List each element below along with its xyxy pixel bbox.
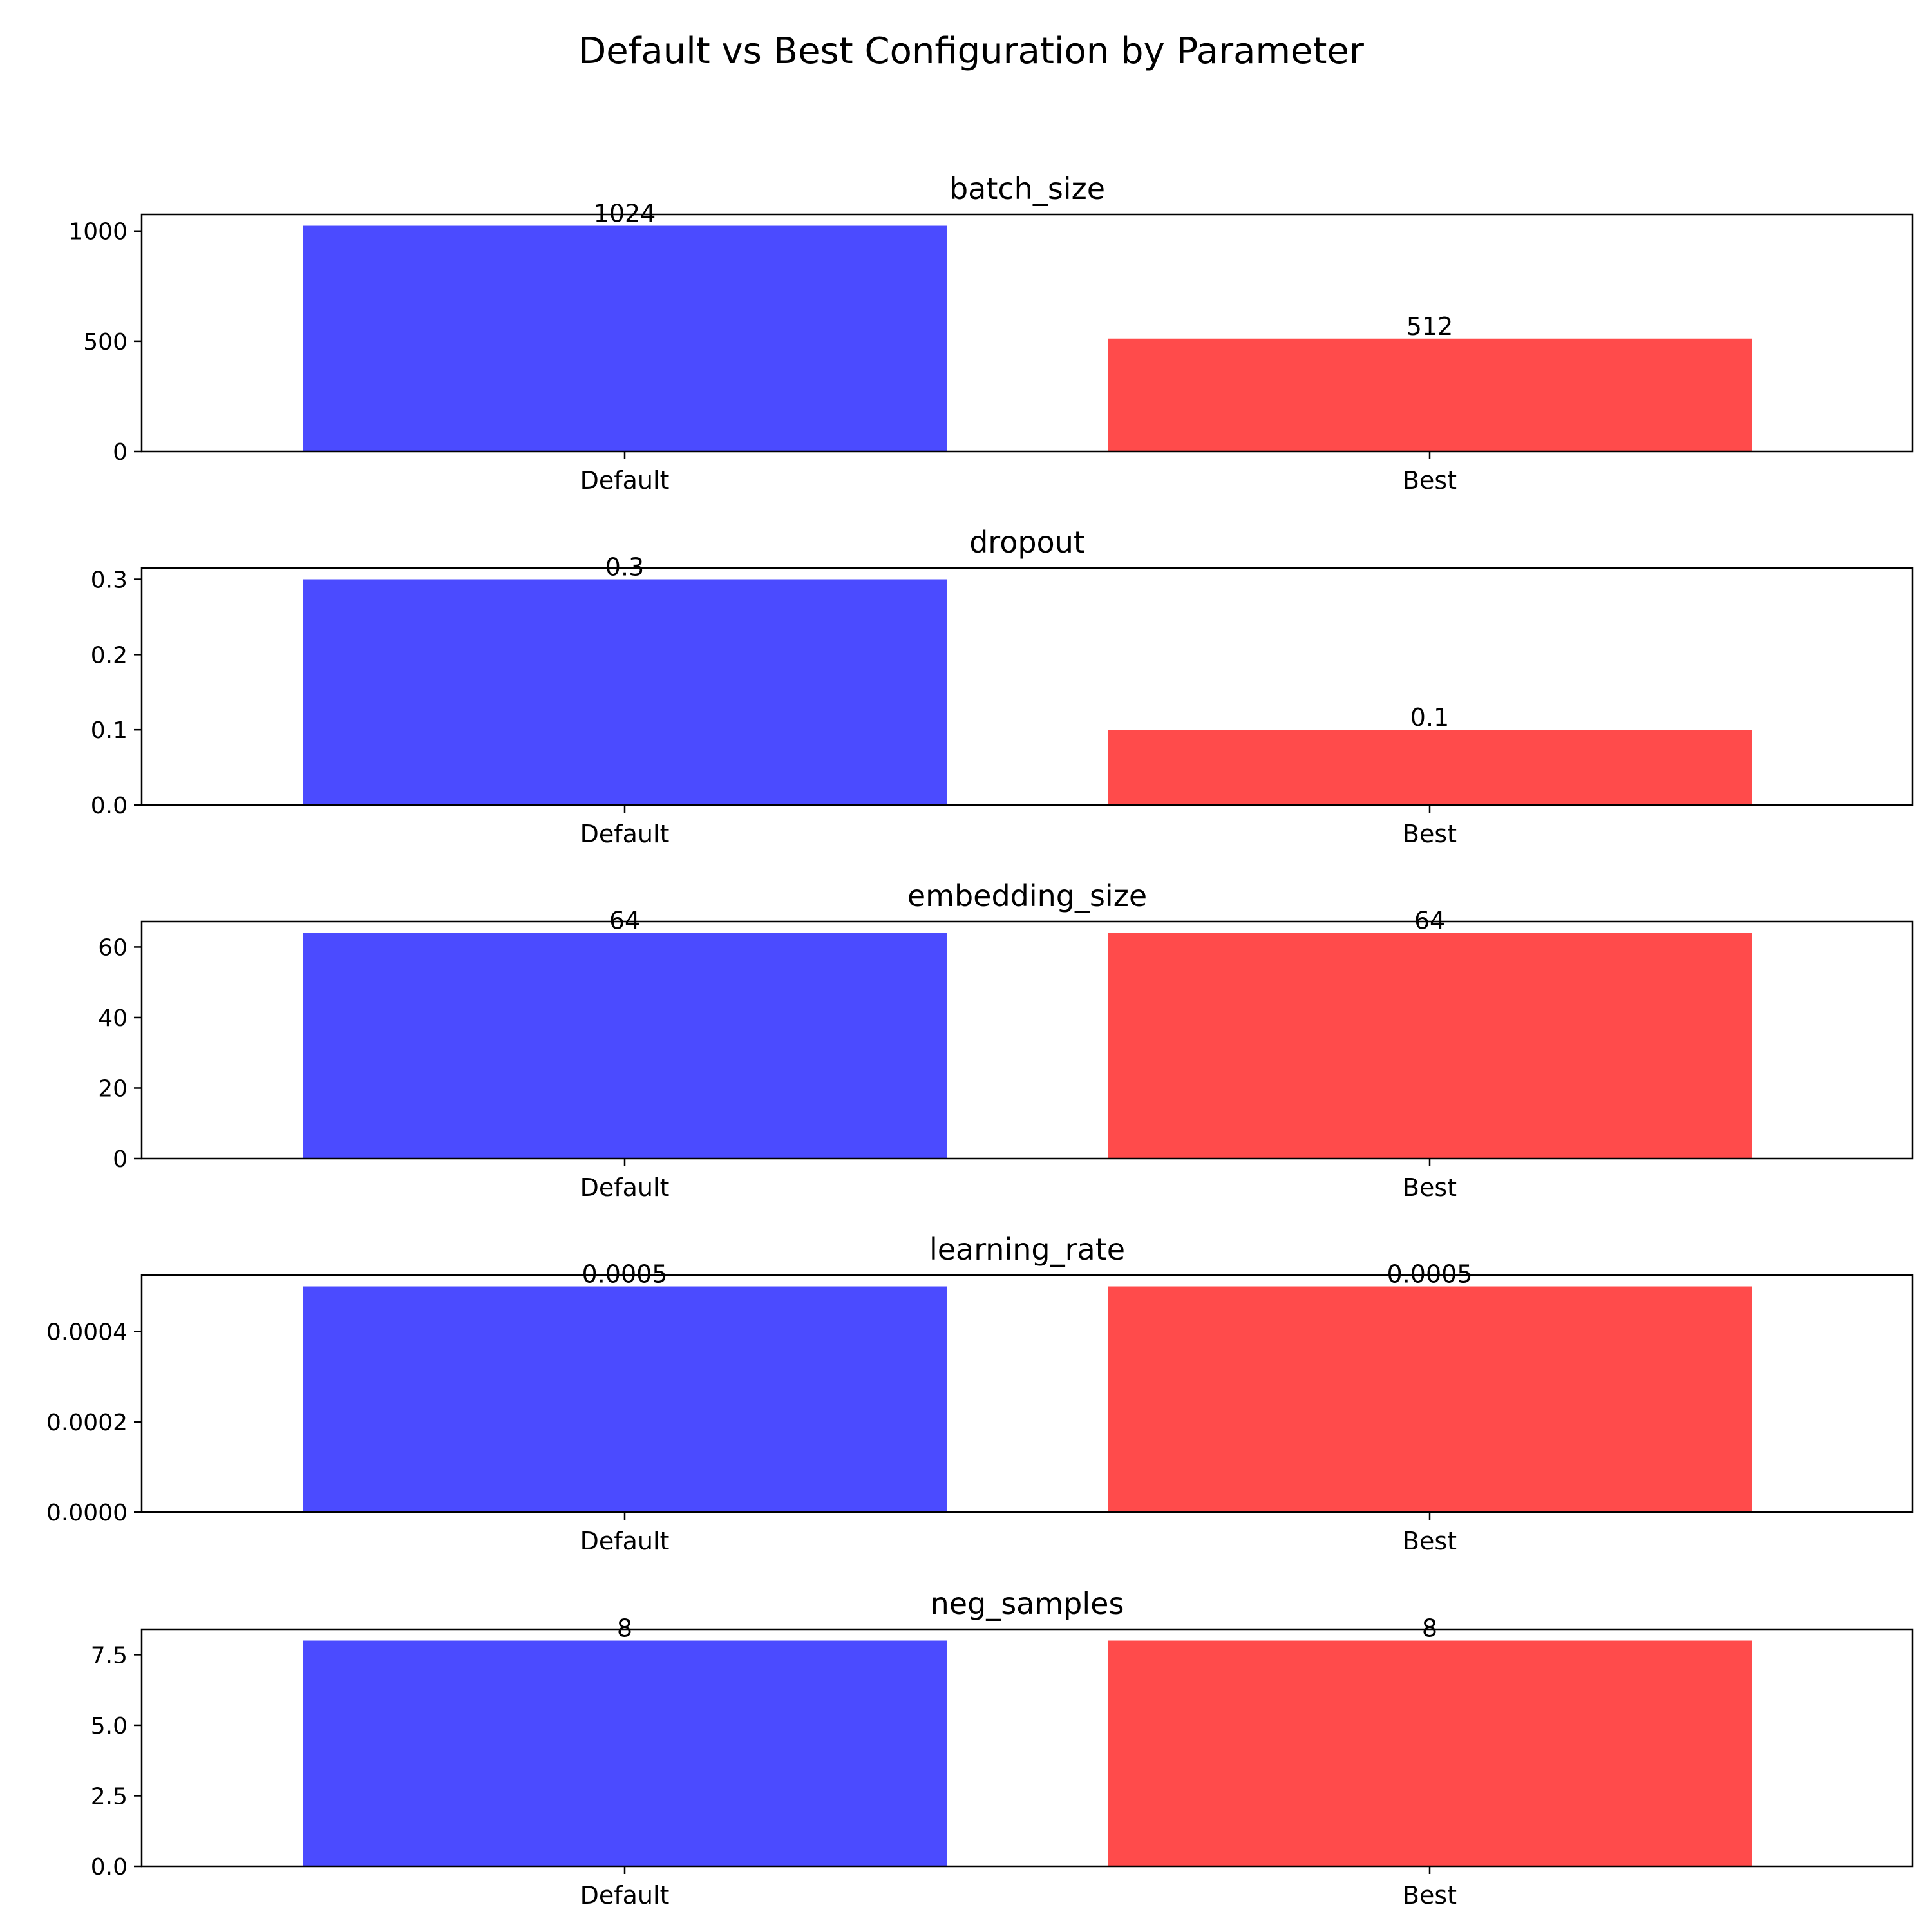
- axes-frame: [140, 567, 1914, 806]
- axes-frame: [140, 920, 1914, 1160]
- y-tick-label: 500: [83, 329, 128, 355]
- bar-value-label: 64: [1414, 907, 1445, 935]
- bar-value-label: 1024: [594, 200, 656, 228]
- bar-best: [1108, 338, 1752, 451]
- subplot-title: learning_rate: [929, 1232, 1125, 1267]
- y-tick-label: 40: [98, 1005, 128, 1032]
- y-tick-label: 2.5: [91, 1783, 128, 1810]
- y-tick-label: 0.0: [91, 793, 128, 819]
- y-tick-label: 5.0: [91, 1713, 128, 1739]
- bar-value-label: 0.0005: [582, 1260, 668, 1289]
- figure-title: Default vs Best Configuration by Paramet…: [578, 30, 1365, 72]
- subplot-dropout: dropout 0.3 0.1 0.0 0.1 0.2 0.3 Default Best: [91, 525, 1914, 848]
- y-tick-label: 0.0000: [46, 1500, 128, 1526]
- axes-frame: [140, 213, 1914, 453]
- subplot-title: embedding_size: [907, 878, 1147, 913]
- bar-value-label: 0.1: [1410, 703, 1449, 732]
- subplot-embedding_size: embedding_size 64 64 0 20 40 60 Default Best: [98, 878, 1914, 1202]
- axes-frame: [140, 1628, 1914, 1868]
- bar-value-label: 8: [617, 1615, 632, 1643]
- y-tick-label: 0.2: [91, 642, 128, 668]
- y-tick-label: 0.0002: [46, 1410, 128, 1436]
- y-tick-label: 0.1: [91, 717, 128, 744]
- bar-default: [303, 579, 947, 805]
- x-tick-label: Best: [1403, 1173, 1457, 1202]
- bar-default: [303, 1640, 947, 1866]
- subplot-title: batch_size: [949, 171, 1105, 206]
- bar-value-label: 0.0005: [1387, 1260, 1473, 1289]
- y-tick-label: 0.3: [91, 567, 128, 594]
- bar-best: [1108, 933, 1752, 1159]
- bar-best: [1108, 730, 1752, 805]
- y-tick-label: 0: [113, 439, 128, 466]
- y-tick-label: 7.5: [91, 1642, 128, 1669]
- bar-default: [303, 225, 947, 451]
- subplot-neg_samples: neg_samples 8 8 0.0 2.5 5.0 7.5 Default Best: [91, 1586, 1914, 1909]
- bar-value-label: 512: [1406, 312, 1454, 341]
- bar-value-label: 8: [1422, 1615, 1437, 1643]
- x-tick-label: Default: [580, 1881, 670, 1909]
- bar-best: [1108, 1286, 1752, 1512]
- x-tick-label: Default: [580, 1173, 670, 1202]
- bar-value-label: 0.3: [605, 553, 644, 582]
- y-tick-label: 0.0: [91, 1854, 128, 1880]
- bar-best: [1108, 1640, 1752, 1866]
- x-tick-label: Best: [1403, 820, 1457, 848]
- y-tick-label: 1000: [68, 219, 128, 245]
- subplot-learning_rate: learning_rate 0.0005 0.0005 0.0000 0.0002 0.0…: [46, 1232, 1914, 1555]
- x-tick-label: Default: [580, 1527, 670, 1555]
- x-tick-label: Default: [580, 820, 670, 848]
- y-tick-label: 0: [113, 1146, 128, 1173]
- subplot-batch_size: batch_size 1024 512 0 500 1000 Default Best: [68, 171, 1914, 495]
- bar-value-label: 64: [609, 907, 640, 935]
- x-tick-label: Best: [1403, 1527, 1457, 1555]
- y-tick-label: 60: [98, 934, 128, 961]
- axes-frame: [140, 1274, 1914, 1513]
- bar-default: [303, 933, 947, 1159]
- subplot-title: dropout: [969, 525, 1085, 560]
- x-tick-label: Default: [580, 466, 670, 495]
- subplot-title: neg_samples: [931, 1586, 1124, 1621]
- y-tick-label: 20: [98, 1075, 128, 1102]
- bar-default: [303, 1286, 947, 1512]
- x-tick-label: Best: [1403, 1881, 1457, 1909]
- x-tick-label: Best: [1403, 466, 1457, 495]
- y-tick-label: 0.0004: [46, 1320, 128, 1346]
